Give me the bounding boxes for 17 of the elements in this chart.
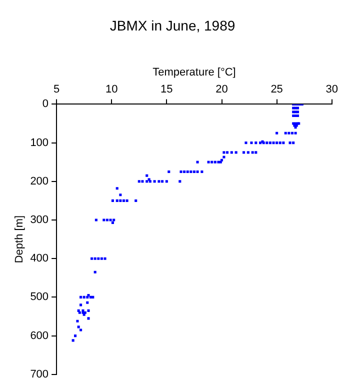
x-axis-title: Temperature [°C] — [152, 66, 236, 78]
y-tick-label: 700 — [30, 368, 49, 380]
chart-title: JBMX in June, 1989 — [110, 17, 236, 34]
y-axis-title: Depth [m] — [14, 215, 26, 264]
x-tick-label: 5 — [53, 84, 60, 96]
x-tick-label: 15 — [160, 84, 173, 96]
y-tick-label: 500 — [30, 291, 49, 304]
y-tick-label: 100 — [30, 136, 49, 149]
y-tick-label: 600 — [30, 330, 49, 342]
x-tick-label: 30 — [326, 84, 338, 96]
y-tick-label: 300 — [30, 214, 49, 226]
y-tick-label: 200 — [30, 175, 49, 188]
y-tick-label: 400 — [30, 252, 49, 265]
x-tick-label: 10 — [105, 84, 118, 96]
x-tick-label: 25 — [270, 84, 283, 96]
x-tick-label: 20 — [216, 84, 228, 96]
y-tick-label: 0 — [42, 98, 49, 110]
